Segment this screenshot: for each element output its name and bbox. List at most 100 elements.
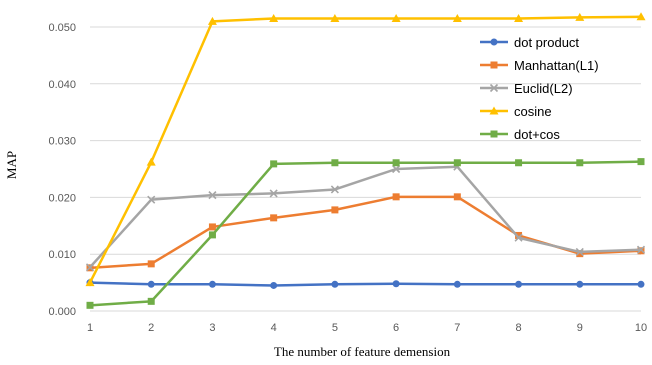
data-point	[452, 13, 462, 22]
data-point	[515, 231, 523, 239]
x-tick-label: 10	[635, 322, 647, 334]
legend-label: Euclid(L2)	[514, 81, 573, 96]
data-point	[392, 280, 400, 288]
series-euclid-l2-	[85, 162, 646, 272]
data-point	[208, 223, 216, 231]
y-tick-label: 0.030	[48, 136, 76, 148]
legend-label: Manhattan(L1)	[514, 58, 599, 73]
data-point	[331, 206, 339, 214]
series-line	[88, 15, 642, 284]
data-point	[575, 12, 585, 21]
data-point-stroke	[392, 164, 401, 174]
series-manhattan-l1-	[86, 193, 645, 272]
legend: dot product Manhattan(L1) Euclid(L2) cosine…	[480, 35, 599, 142]
data-point	[270, 214, 278, 222]
y-tick-label: 0.010	[48, 249, 76, 261]
data-point	[392, 193, 400, 201]
data-point	[576, 250, 584, 258]
data-point	[637, 158, 645, 166]
series-line	[89, 165, 642, 269]
data-point	[636, 245, 646, 254]
legend-label: dot+cos	[514, 127, 560, 142]
data-point	[453, 159, 461, 167]
data-point	[453, 193, 461, 201]
data-point	[331, 280, 339, 288]
x-tick-label: 5	[332, 322, 338, 334]
legend-item: dot+cos	[480, 127, 560, 142]
data-point	[576, 159, 584, 167]
data-point-stroke	[330, 185, 339, 194]
x-axis-label: The number of feature demension	[274, 344, 451, 359]
data-point	[147, 195, 156, 204]
series-dot-cos	[86, 158, 645, 309]
data-point	[575, 247, 584, 256]
data-point	[392, 159, 400, 167]
data-point	[453, 280, 461, 288]
data-point	[85, 278, 95, 287]
legend-swatch-marker	[490, 130, 498, 138]
data-point	[514, 233, 523, 242]
legend-swatch-marker	[490, 61, 498, 69]
legend-swatch-marker	[489, 83, 499, 93]
data-point	[637, 280, 645, 288]
x-tick-label: 1	[87, 322, 93, 334]
x-tick-label: 7	[454, 322, 460, 334]
legend-label: cosine	[514, 104, 552, 119]
series-group	[85, 12, 646, 309]
legend-label: dot product	[514, 35, 579, 50]
data-point	[330, 13, 340, 22]
y-tick-label: 0.050	[48, 22, 76, 34]
legend-swatch-marker	[489, 106, 499, 115]
data-point-stroke	[489, 83, 499, 93]
x-tick-label: 2	[148, 322, 154, 334]
data-point	[330, 185, 339, 194]
y-axis-ticks: 0.000 0.010 0.020 0.030 0.040 0.050	[48, 22, 76, 318]
legend-item: cosine	[480, 104, 552, 119]
data-point	[270, 160, 278, 168]
data-point-stroke	[269, 189, 278, 198]
data-point	[208, 280, 216, 288]
x-axis-ticks: 1 2 3 4 5 6 7 8 9 10	[87, 322, 647, 334]
legend-swatch-marker	[490, 38, 498, 46]
data-point	[269, 189, 278, 198]
data-point	[207, 16, 217, 25]
series-cosine	[85, 12, 646, 287]
legend-item: Euclid(L2)	[480, 81, 573, 96]
x-tick-label: 8	[515, 322, 521, 334]
data-point-stroke	[636, 245, 646, 254]
series-line	[89, 281, 641, 287]
series-line	[89, 195, 642, 270]
x-tick-label: 3	[209, 322, 215, 334]
data-point	[515, 159, 523, 167]
data-point	[515, 280, 523, 288]
y-axis-label: MAP	[4, 151, 19, 179]
data-point	[391, 13, 401, 22]
data-point	[392, 164, 401, 174]
data-point	[576, 280, 584, 288]
data-point	[331, 159, 339, 167]
data-point-stroke	[514, 233, 523, 242]
data-point	[208, 231, 216, 239]
data-point-stroke	[147, 195, 156, 204]
data-point	[208, 191, 217, 200]
data-point	[147, 260, 155, 268]
y-tick-label: 0.040	[48, 79, 76, 91]
legend-item: dot product	[480, 35, 579, 50]
data-point-stroke	[208, 191, 217, 200]
data-point	[514, 13, 524, 22]
series-dot-product	[86, 279, 645, 289]
data-point	[146, 157, 156, 166]
data-point	[269, 13, 279, 22]
data-point	[147, 280, 155, 288]
data-point	[636, 12, 646, 21]
y-tick-label: 0.020	[48, 192, 76, 204]
x-tick-label: 4	[271, 322, 277, 334]
series-line	[89, 160, 642, 307]
legend-item: Manhattan(L1)	[480, 58, 599, 73]
data-point-stroke	[85, 263, 95, 272]
x-tick-label: 6	[393, 322, 399, 334]
data-point	[85, 263, 95, 272]
data-point	[86, 301, 94, 309]
data-point	[147, 297, 155, 305]
